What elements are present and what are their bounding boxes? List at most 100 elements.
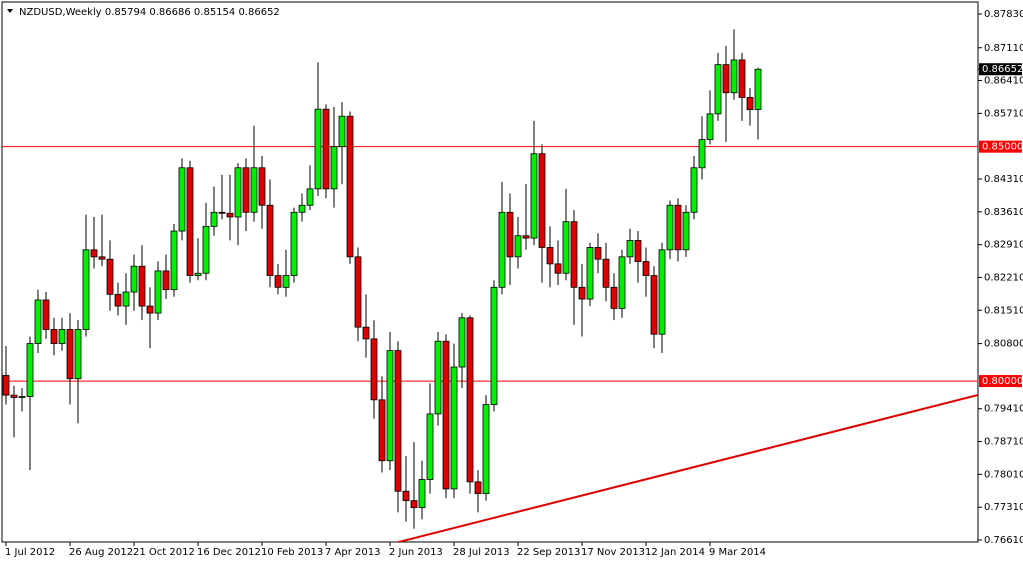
- candle-body: [426, 413, 434, 480]
- y-tick-label: 0.85710: [984, 108, 1023, 119]
- candle-body: [378, 399, 386, 462]
- candle-body: [106, 258, 114, 295]
- candle-body: [474, 481, 482, 494]
- candle-body: [418, 479, 426, 509]
- candle-body: [362, 326, 370, 340]
- candle-body: [578, 286, 586, 300]
- x-tick-label: 22 Sep 2013: [517, 547, 580, 558]
- candle-body: [146, 305, 154, 314]
- candle-body: [442, 340, 450, 490]
- candle-body: [746, 97, 754, 111]
- candle-body: [610, 286, 618, 309]
- candle-body: [490, 286, 498, 405]
- candle-body: [210, 211, 218, 227]
- candle-body: [514, 235, 522, 258]
- candle-body: [130, 265, 138, 293]
- candle-body: [434, 340, 442, 415]
- x-tick-label: 7 Apr 2013: [325, 547, 380, 558]
- current-price-label: 0.86652: [982, 64, 1023, 75]
- candle-body: [202, 225, 210, 274]
- candle-body: [394, 350, 402, 492]
- y-tick-label: 0.79410: [984, 404, 1023, 415]
- candle-body: [26, 343, 34, 397]
- candle-body: [498, 211, 506, 288]
- candle-body: [658, 249, 666, 335]
- menu-triangle: [7, 9, 13, 13]
- candle-body: [274, 275, 282, 288]
- candle-body: [2, 375, 10, 396]
- price-label-box: [979, 375, 1022, 388]
- candle-body: [90, 249, 98, 258]
- candle-body: [10, 394, 18, 398]
- candle-body: [226, 212, 234, 218]
- candle-body: [482, 404, 490, 494]
- x-tick-label: 10 Feb 2013: [261, 547, 323, 558]
- candle-body: [562, 221, 570, 274]
- trend-line: [394, 394, 978, 542]
- candle-body: [554, 263, 562, 274]
- candle-body: [634, 240, 642, 262]
- candle-body: [306, 188, 314, 206]
- candle-body: [330, 146, 338, 190]
- y-tick-label: 0.87110: [984, 43, 1023, 54]
- y-tick-label: 0.77310: [984, 502, 1023, 513]
- candle-body: [258, 167, 266, 206]
- candle-body: [586, 247, 594, 300]
- candle-body: [42, 299, 50, 330]
- candle-body: [642, 261, 650, 276]
- candle-body: [50, 329, 58, 344]
- candle-body: [98, 256, 106, 260]
- candle-body: [74, 329, 82, 380]
- candle-body: [194, 272, 202, 276]
- candle-body: [242, 167, 250, 213]
- candle-body: [674, 204, 682, 251]
- candle-body: [618, 256, 626, 309]
- candle-body: [410, 500, 418, 509]
- y-tick-label: 0.82210: [984, 272, 1023, 283]
- candle-body: [570, 221, 578, 288]
- x-tick-label: 1 Jul 2012: [5, 547, 55, 558]
- candle-body: [298, 204, 306, 213]
- y-tick-label: 0.84310: [984, 174, 1023, 185]
- y-tick-label: 0.78010: [984, 469, 1023, 480]
- candle-body: [370, 338, 378, 401]
- candle-body: [706, 113, 714, 141]
- candle-body: [626, 240, 634, 258]
- candle-body: [722, 64, 730, 94]
- x-tick-label: 28 Jul 2013: [453, 547, 510, 558]
- candle-body: [186, 167, 194, 276]
- candle-body: [346, 115, 354, 258]
- candle-body: [234, 167, 242, 218]
- candle-body: [522, 235, 530, 239]
- candle-body: [354, 256, 362, 328]
- y-tick-label: 0.87830: [984, 9, 1023, 20]
- price-label: 0.80000: [982, 376, 1023, 387]
- candle-body: [322, 108, 330, 190]
- x-tick-label: 12 Jan 2014: [645, 547, 705, 558]
- x-tick-label: 16 Dec 2012: [197, 547, 261, 558]
- candle-body: [458, 317, 466, 368]
- candle-body: [650, 275, 658, 335]
- y-tick-label: 0.80800: [984, 339, 1023, 350]
- candle-body: [266, 204, 274, 276]
- candle-body: [530, 153, 538, 239]
- y-tick-label: 0.86410: [984, 76, 1023, 87]
- price-label-box: [979, 140, 1022, 153]
- candle-body: [714, 64, 722, 115]
- plot-frame: [1, 1, 979, 543]
- candle-body: [218, 211, 226, 214]
- candle-body: [338, 115, 346, 148]
- candle-body: [314, 108, 322, 190]
- candle-body: [666, 204, 674, 251]
- candle-body: [466, 317, 474, 483]
- x-tick-label: 9 Mar 2014: [709, 547, 766, 558]
- candle-body: [154, 270, 162, 314]
- candle-body: [58, 329, 66, 344]
- y-tick-label: 0.81510: [984, 305, 1023, 316]
- candle-body: [386, 350, 394, 462]
- candle-body: [546, 247, 554, 265]
- y-tick-label: 0.78710: [984, 437, 1023, 448]
- x-tick-label: 26 Aug 2012: [69, 547, 133, 558]
